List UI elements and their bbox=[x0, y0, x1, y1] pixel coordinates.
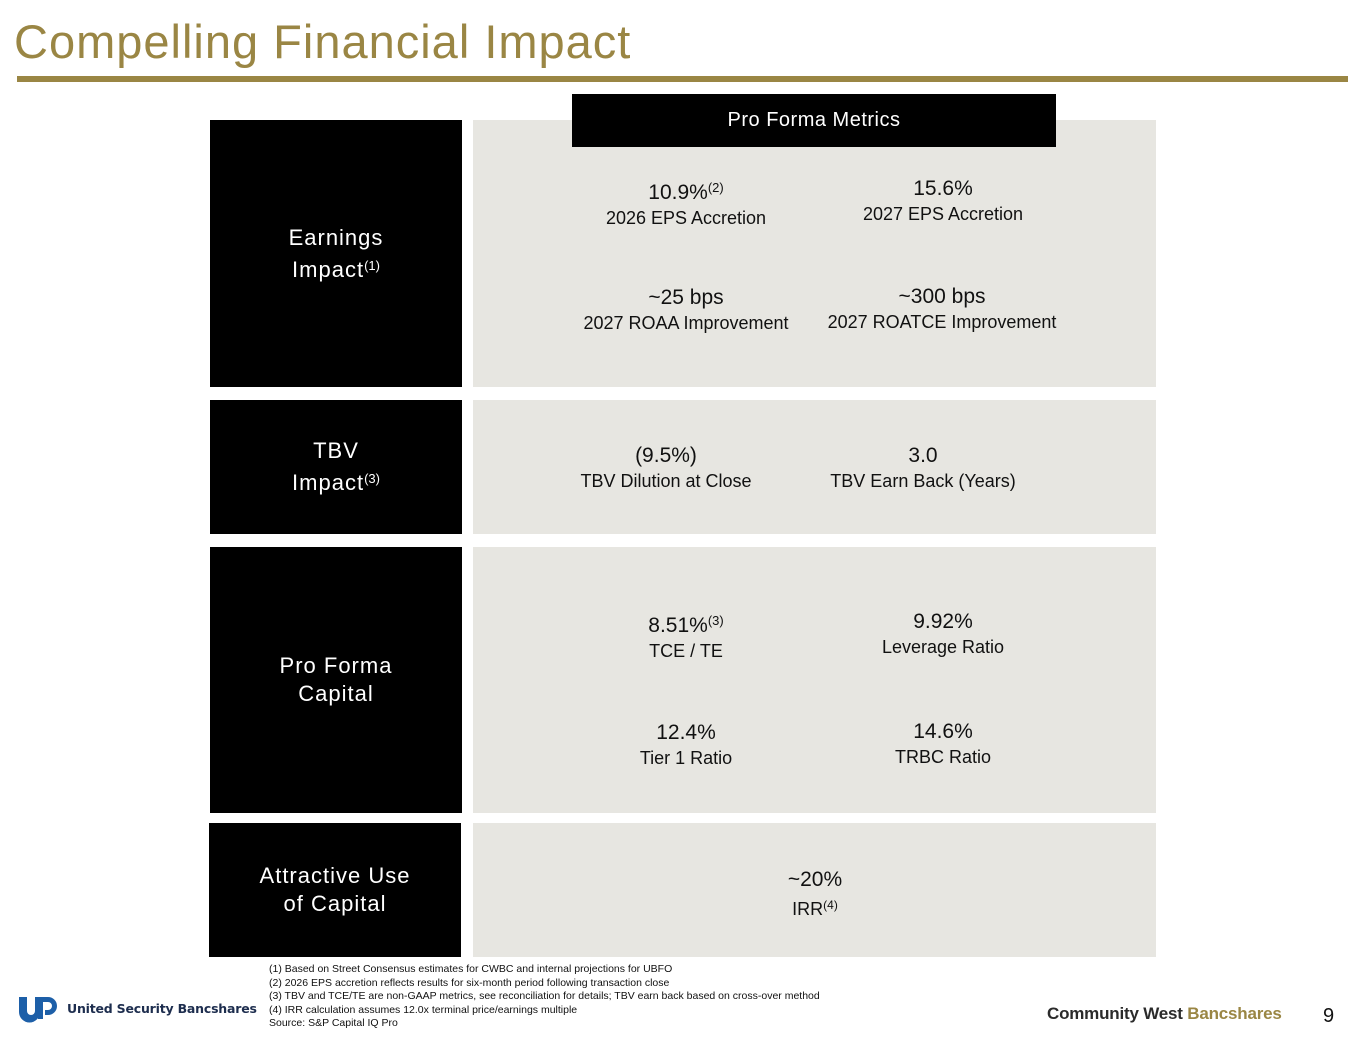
metric-desc: 2027 ROAA Improvement bbox=[583, 313, 789, 333]
tbv-panel bbox=[473, 400, 1156, 534]
metric-desc: Tier 1 Ratio bbox=[639, 748, 733, 768]
footnote-source: Source: S&P Capital IQ Pro bbox=[269, 1017, 398, 1029]
metric-tier1-ratio: 12.4% Tier 1 Ratio bbox=[556, 720, 816, 770]
metric-value: (9.5%) bbox=[635, 444, 697, 467]
metric-tce-te: 8.51%(3) TCE / TE bbox=[556, 608, 816, 663]
earnings-label-footnote: (1) bbox=[364, 257, 380, 273]
metric-tbv-earn-back: 3.0 TBV Earn Back (Years) bbox=[793, 443, 1053, 493]
metric-2027-eps: 15.6% 2027 EPS Accretion bbox=[813, 176, 1073, 226]
metric-desc: 2027 EPS Accretion bbox=[862, 204, 1024, 224]
usb-logo-text: United Security Bancshares bbox=[67, 1000, 257, 1016]
earnings-panel bbox=[473, 120, 1156, 387]
footnote-3: (3) TBV and TCE/TE are non-GAAP metrics,… bbox=[269, 990, 820, 1002]
metric-desc: TCE / TE bbox=[649, 641, 723, 661]
footnote-1: (1) Based on Street Consensus estimates … bbox=[269, 963, 673, 975]
metric-value: ~300 bps bbox=[898, 285, 986, 308]
metric-value: 12.4% bbox=[656, 721, 716, 744]
tbv-impact-label: TBV Impact(3) bbox=[210, 400, 462, 534]
metric-value: 3.0 bbox=[908, 444, 938, 467]
tbv-label-line2-wrap: Impact(3) bbox=[292, 465, 380, 497]
metric-desc: 2027 ROATCE Improvement bbox=[827, 312, 1057, 332]
use-panel bbox=[473, 823, 1156, 957]
pro-forma-metrics-header: Pro Forma Metrics bbox=[572, 94, 1056, 147]
metric-desc: 2026 EPS Accretion bbox=[605, 208, 767, 228]
metric-desc: TRBC Ratio bbox=[894, 747, 992, 767]
metric-desc: TBV Earn Back (Years) bbox=[830, 471, 1016, 491]
footnote-2: (2) 2026 EPS accretion reflects results … bbox=[269, 976, 670, 989]
metric-2027-roaa: ~25 bps 2027 ROAA Improvement bbox=[556, 285, 816, 335]
tbv-label-footnote: (3) bbox=[364, 471, 380, 486]
metric-2027-roatce: ~300 bps 2027 ROATCE Improvement bbox=[812, 284, 1072, 334]
metric-value: ~20% bbox=[787, 868, 843, 891]
capital-panel bbox=[473, 547, 1156, 813]
metric-footnote: (3) bbox=[707, 613, 724, 628]
metric-footnote: (2) bbox=[707, 180, 724, 195]
capital-label-line2: Capital bbox=[298, 681, 374, 706]
footnote-4: (4) IRR calculation assumes 12.0x termin… bbox=[269, 1003, 578, 1016]
metric-value: 15.6% bbox=[913, 177, 973, 200]
earnings-label-line2-wrap: Impact(1) bbox=[289, 252, 384, 284]
tbv-label-line1: TBV bbox=[313, 438, 359, 463]
metric-value: 10.9% bbox=[648, 181, 708, 204]
metric-desc: TBV Dilution at Close bbox=[580, 471, 752, 491]
page-title: Compelling Financial Impact bbox=[14, 15, 632, 68]
tbv-label-line2: Impact bbox=[292, 470, 365, 495]
earnings-label-line1: Earnings bbox=[288, 224, 384, 250]
metric-value: 14.6% bbox=[913, 720, 973, 743]
metric-desc: Leverage Ratio bbox=[881, 637, 1005, 657]
capital-label-line1: Pro Forma bbox=[279, 653, 393, 678]
metric-trbc-ratio: 14.6% TRBC Ratio bbox=[813, 719, 1073, 769]
metric-tbv-dilution: (9.5%) TBV Dilution at Close bbox=[536, 443, 796, 493]
metric-irr: ~20% IRR(4) bbox=[685, 867, 945, 921]
title-divider bbox=[17, 76, 1348, 82]
attractive-use-label: Attractive Use of Capital bbox=[209, 823, 461, 957]
metric-value: 8.51% bbox=[648, 614, 708, 637]
use-label-line1: Attractive Use bbox=[259, 863, 411, 888]
cw-logo-text-2: Bancshares bbox=[1187, 1004, 1282, 1023]
metric-desc: IRR bbox=[792, 899, 824, 919]
page-number: 9 bbox=[1323, 1005, 1335, 1027]
earnings-label-line2: Impact bbox=[292, 256, 365, 282]
usb-logo-icon bbox=[19, 997, 57, 1023]
metric-2026-eps: 10.9%(2) 2026 EPS Accretion bbox=[556, 175, 816, 230]
earnings-impact-label: Earnings Impact(1) bbox=[210, 120, 462, 387]
metric-value: ~25 bps bbox=[648, 286, 724, 309]
cw-logo-text-1: Community West bbox=[1047, 1004, 1188, 1023]
metric-footnote: (4) bbox=[823, 898, 838, 912]
pro-forma-capital-label: Pro Forma Capital bbox=[210, 547, 462, 813]
united-security-bancshares-logo: United Security Bancshares bbox=[17, 993, 257, 1023]
use-label-line2: of Capital bbox=[283, 891, 387, 916]
metric-leverage-ratio: 9.92% Leverage Ratio bbox=[813, 609, 1073, 659]
community-west-bancshares-logo: Community West Bancshares bbox=[1047, 1004, 1282, 1024]
footnotes: (1) Based on Street Consensus estimates … bbox=[269, 963, 820, 1031]
metric-value: 9.92% bbox=[913, 610, 973, 633]
